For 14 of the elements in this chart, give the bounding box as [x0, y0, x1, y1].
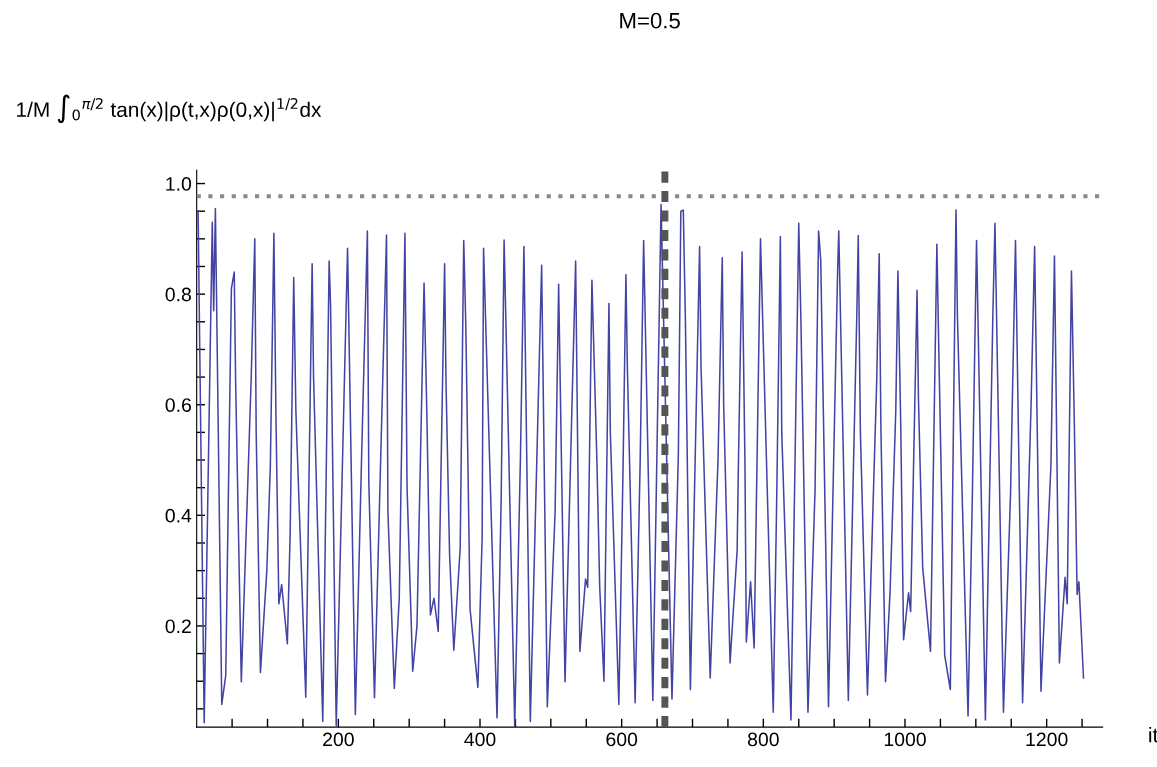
x-tick-label: 1000 [884, 732, 926, 747]
y-axis-title: 1/M ∫$_{0}$$^{π/2}$ tan(x)|ρ(t,x)ρ(0,x)|$^{1/2}$dx [17, 94, 322, 124]
y-tick-label: 0.4 [165, 508, 192, 523]
x-tick-label: 200 [323, 732, 354, 747]
x-tick-label: 400 [464, 732, 496, 747]
y-tick-label: 0.6 [165, 398, 191, 412]
x-tick-label: 1200 [1026, 732, 1068, 747]
y-tick-label: 0.2 [165, 619, 191, 634]
x-tick-label: 600 [606, 732, 638, 747]
y-tick-label: 0.8 [165, 287, 191, 302]
x-tick-label: 800 [747, 732, 779, 747]
y-tick-label: 1.0 [166, 177, 192, 191]
chart-title: M=0.5 [620, 12, 680, 29]
line-series [197, 203, 1085, 727]
